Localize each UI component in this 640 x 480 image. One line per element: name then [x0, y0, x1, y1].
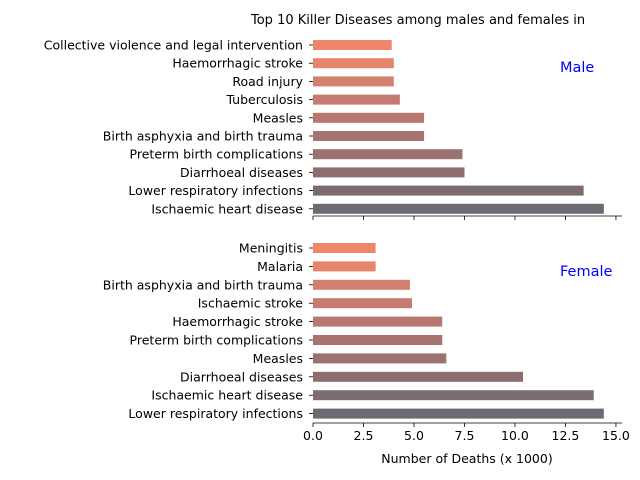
x-tick-label: 2.5	[354, 428, 374, 443]
y-tick-label: Ischaemic stroke	[198, 296, 304, 311]
bar	[313, 261, 376, 272]
bar	[313, 316, 443, 327]
bar	[313, 390, 594, 401]
bar	[313, 335, 443, 345]
x-tick-label: 15.0	[602, 428, 630, 443]
x-tick-label: 10.0	[501, 428, 529, 443]
y-tick-label: Haemorrhagic stroke	[172, 314, 303, 329]
chart-panels: Collective violence and legal interventi…	[44, 38, 630, 444]
y-tick-label: Diarrhoeal diseases	[180, 165, 303, 180]
y-tick-label: Tuberculosis	[225, 92, 303, 107]
panel-label: Male	[560, 60, 594, 76]
y-tick-label: Measles	[253, 110, 303, 125]
bar	[313, 298, 412, 309]
y-tick-label: Preterm birth complications	[130, 333, 303, 348]
y-tick-label: Meningitis	[239, 241, 303, 256]
y-tick-label: Preterm birth complications	[130, 147, 303, 162]
chart-title: Top 10 Killer Diseases among males and f…	[250, 13, 585, 28]
panel-label: Female	[560, 264, 613, 280]
bar	[313, 131, 425, 141]
x-tick-label: 12.5	[552, 428, 580, 443]
y-tick-label: Lower respiratory infections	[128, 183, 303, 198]
bar	[313, 149, 463, 160]
bar	[313, 243, 376, 253]
bar	[313, 112, 425, 123]
y-tick-label: Measles	[253, 351, 303, 366]
y-tick-label: Ischaemic heart disease	[151, 388, 303, 403]
y-tick-label: Malaria	[257, 259, 303, 274]
panel-female: Meningitis Malaria Birth asphyxia and birt…	[103, 241, 630, 444]
panel-male: Collective violence and legal interventi…	[44, 38, 622, 220]
bar	[313, 353, 447, 364]
x-tick-label: 5.0	[404, 428, 424, 443]
bar	[313, 371, 524, 382]
y-tick-label: Diarrhoeal diseases	[180, 369, 303, 384]
bar	[313, 94, 400, 105]
x-axis-label: Number of Deaths (x 1000)	[381, 451, 552, 466]
bar	[313, 279, 410, 290]
bar	[313, 76, 394, 87]
y-tick-label: Haemorrhagic stroke	[172, 56, 303, 71]
y-tick-label: Birth asphyxia and birth trauma	[103, 277, 303, 292]
y-tick-label: Lower respiratory infections	[128, 406, 303, 421]
bar	[313, 185, 584, 196]
y-tick-label: Collective violence and legal interventi…	[44, 38, 303, 53]
y-tick-label: Road injury	[232, 74, 303, 89]
x-tick-label: 7.5	[455, 428, 475, 443]
y-tick-label: Ischaemic heart disease	[151, 201, 303, 216]
y-tick-label: Birth asphyxia and birth trauma	[103, 129, 303, 144]
bar	[313, 40, 392, 50]
bar	[313, 408, 604, 419]
bar	[313, 203, 604, 214]
x-tick-label: 0.0	[303, 428, 323, 443]
bar	[313, 58, 394, 69]
bar	[313, 167, 465, 178]
